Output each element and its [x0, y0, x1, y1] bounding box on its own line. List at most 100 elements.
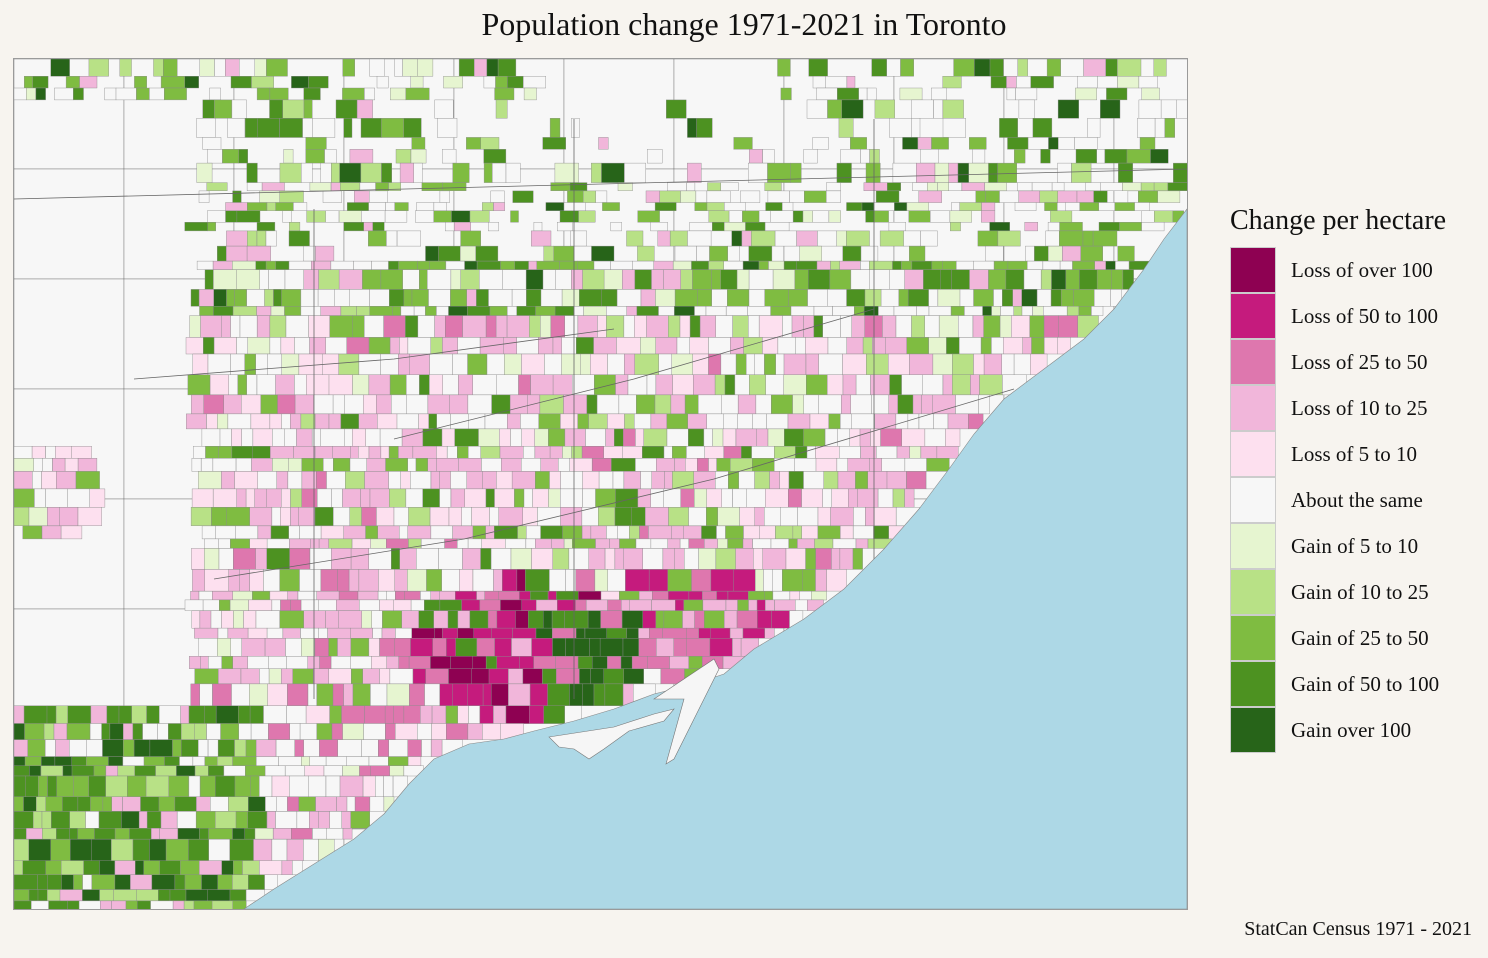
- census-tract: [670, 230, 688, 247]
- census-tract: [194, 668, 219, 685]
- census-tract: [433, 202, 447, 211]
- census-tract: [1167, 182, 1187, 191]
- census-tract: [442, 627, 458, 639]
- census-tract: [381, 162, 393, 183]
- census-tract: [408, 656, 431, 669]
- census-tract: [511, 638, 532, 657]
- census-tract: [955, 394, 979, 415]
- census-tract: [245, 739, 257, 757]
- census-tract: [70, 839, 92, 861]
- census-tract: [199, 656, 209, 669]
- choropleth-map[interactable]: [13, 58, 1188, 910]
- census-tract: [1001, 353, 1015, 375]
- census-tract: [640, 337, 656, 355]
- census-tract: [1160, 99, 1177, 119]
- census-tract: [235, 458, 252, 472]
- major-boundaries-layer: [14, 119, 1187, 699]
- census-tract: [381, 118, 404, 138]
- census-tract: [337, 638, 352, 657]
- census-tract: [789, 190, 805, 203]
- census-tract: [217, 739, 235, 757]
- census-tract: [246, 289, 265, 307]
- census-tract: [550, 182, 571, 191]
- census-tract: [799, 591, 812, 601]
- census-tract: [361, 739, 379, 757]
- census-tract: [457, 610, 471, 629]
- census-tract: [134, 765, 156, 777]
- census-tract: [37, 889, 48, 902]
- census-tract: [605, 428, 615, 447]
- census-tract: [1126, 149, 1151, 164]
- census-tract: [1000, 306, 1015, 316]
- census-tract: [951, 269, 970, 290]
- census-tract: [812, 76, 826, 89]
- census-tract: [507, 306, 517, 316]
- census-tract: [132, 839, 150, 861]
- census-tract: [494, 638, 512, 657]
- census-tract: [878, 306, 895, 316]
- census-tract: [495, 315, 508, 338]
- census-tract: [38, 775, 48, 798]
- census-tract: [425, 668, 449, 685]
- census-tract: [1003, 337, 1023, 355]
- census-tract: [368, 202, 386, 211]
- census-tract: [417, 315, 435, 338]
- census-tract: [610, 221, 622, 232]
- census-tract: [53, 723, 68, 740]
- census-tract: [561, 353, 581, 375]
- census-tract: [615, 374, 629, 396]
- census-tract: [382, 610, 402, 629]
- census-tract: [489, 507, 500, 526]
- census-tract: [85, 756, 109, 766]
- census-tract: [14, 860, 24, 875]
- legend-label: Gain of 10 to 25: [1291, 579, 1429, 604]
- census-tract: [467, 538, 483, 549]
- census-tract: [646, 315, 669, 338]
- census-tract: [395, 627, 412, 639]
- legend-item: Gain of 5 to 10: [1230, 523, 1480, 569]
- census-tract: [266, 538, 290, 549]
- census-tract: [394, 59, 403, 77]
- census-tract: [520, 413, 539, 430]
- census-tract: [709, 245, 728, 262]
- census-tract: [880, 428, 902, 447]
- census-tract: [932, 394, 956, 415]
- census-tract: [874, 413, 897, 430]
- census-tract: [294, 739, 304, 757]
- census-tract: [795, 337, 806, 355]
- census-tract: [14, 458, 34, 472]
- census-tract: [650, 413, 668, 430]
- census-tract: [712, 221, 725, 232]
- census-tract: [1045, 230, 1060, 247]
- census-tract: [912, 182, 928, 191]
- census-tract: [1139, 137, 1156, 150]
- census-tract: [502, 269, 527, 290]
- census-tract: [552, 337, 562, 355]
- census-tract: [851, 315, 865, 338]
- census-tract: [77, 458, 98, 472]
- census-tract: [383, 775, 394, 798]
- census-tract: [831, 548, 841, 570]
- census-tract: [1042, 306, 1068, 316]
- census-tract: [583, 306, 607, 316]
- census-tract: [1015, 87, 1038, 101]
- census-tract: [493, 202, 506, 211]
- census-tract: [389, 488, 407, 508]
- census-tract: [331, 488, 343, 508]
- census-tract: [313, 394, 334, 415]
- census-tract: [460, 269, 480, 290]
- census-tract: [62, 765, 73, 777]
- census-tract: [850, 137, 867, 150]
- census-tract: [386, 230, 398, 247]
- census-tract: [352, 374, 370, 396]
- census-tract: [389, 374, 407, 396]
- census-tract: [279, 610, 304, 629]
- census-tract: [623, 315, 635, 338]
- census-tract: [342, 59, 356, 77]
- census-tract: [427, 458, 437, 472]
- census-tract: [487, 610, 498, 629]
- census-tract: [1096, 149, 1106, 164]
- census-tract: [803, 428, 826, 447]
- census-tract: [394, 202, 409, 211]
- census-tract: [149, 87, 165, 101]
